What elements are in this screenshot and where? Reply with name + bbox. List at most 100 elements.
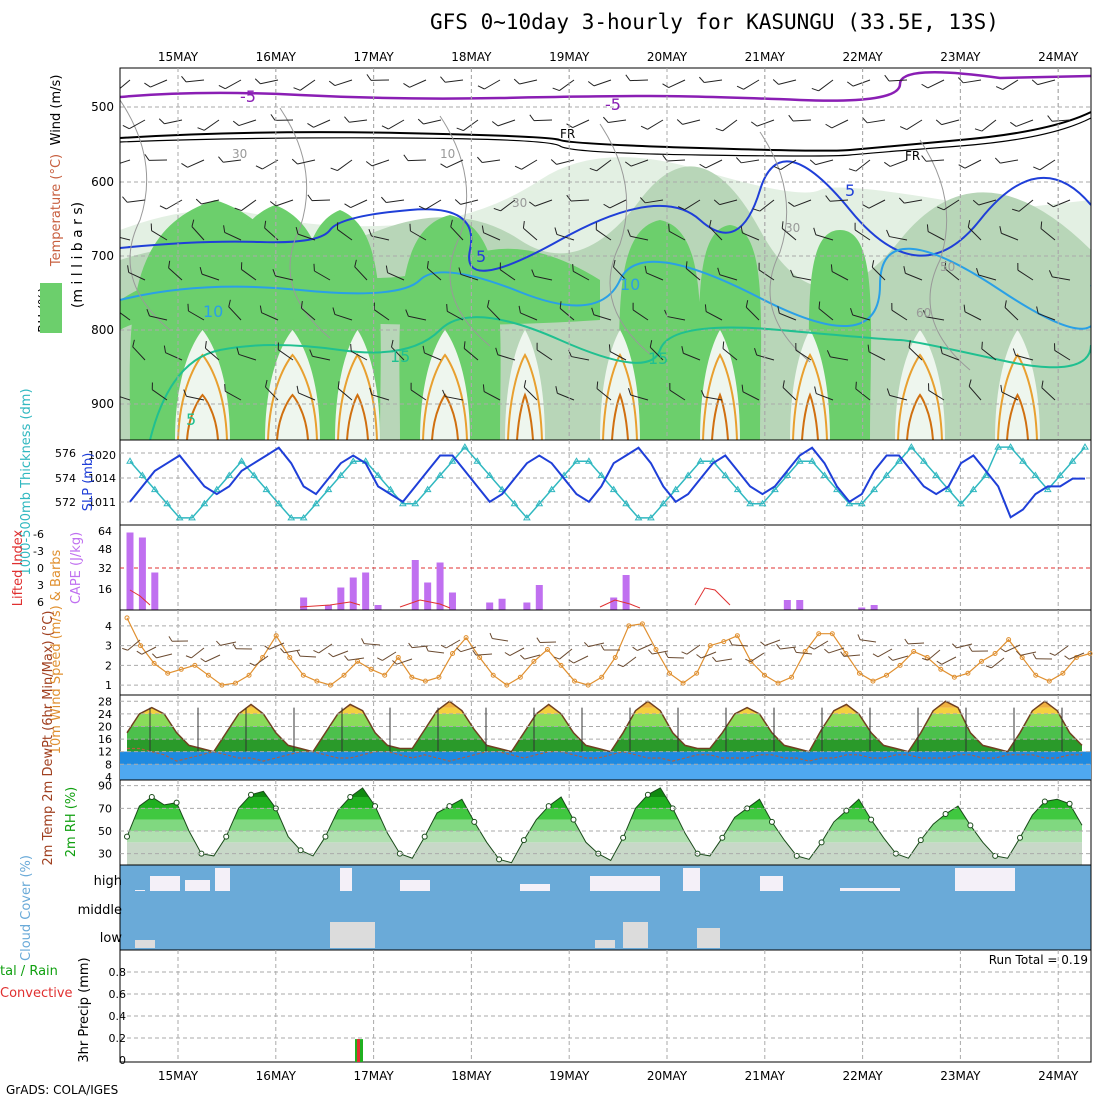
temp-contour-25 (711, 392, 729, 440)
wind-barb (481, 225, 501, 241)
wind-barb (440, 159, 464, 169)
cape-bar (324, 605, 332, 610)
thickness-point (535, 499, 544, 507)
temp-contour-25 (276, 393, 309, 440)
wind-barb (1048, 270, 1071, 281)
rh-tick: 30 (98, 848, 112, 861)
temp-band (120, 692, 1091, 701)
wind-speed-point (680, 680, 686, 686)
wind-speed-point (856, 670, 862, 676)
wind-speed-point (314, 678, 320, 684)
li-line (399, 599, 451, 609)
thickness-point (981, 471, 990, 478)
contour-label: -5 (240, 87, 256, 106)
thickness-point (659, 499, 668, 507)
pressure-axis-label: (m i l l i b a r s) (70, 202, 86, 308)
cloud-high (135, 890, 145, 891)
surface-wind-barb (1032, 653, 1053, 660)
thickness-point (411, 499, 420, 507)
wind-barb (649, 340, 664, 361)
contour-label: FR (905, 149, 920, 163)
thickness-point (448, 457, 457, 464)
wind-barb (595, 222, 612, 241)
wind-barb (1000, 384, 1019, 401)
wind-barb (337, 381, 353, 401)
cape-bar (362, 572, 370, 610)
wind-speed-point (1033, 672, 1039, 678)
wind-barb (628, 388, 649, 401)
cloud-high (150, 876, 180, 891)
wind-speed-point (178, 666, 184, 672)
surface-wind-barb (664, 652, 685, 659)
wind-barb (181, 76, 205, 83)
contour-label: 5 (845, 181, 855, 200)
wind-barb (463, 341, 479, 361)
wind-barb (603, 116, 627, 124)
rh-point (967, 822, 974, 829)
wind-speed-point (219, 682, 225, 688)
li-tick: 0 (37, 562, 44, 575)
wind-barb (151, 382, 168, 401)
wind-barb (752, 199, 775, 212)
wind-barb (487, 299, 501, 321)
wind-barb (296, 385, 316, 401)
cape-bar (424, 582, 432, 610)
credit-label: GrADS: COLA/IGES (6, 1083, 119, 1097)
surface-wind-barb (377, 651, 397, 661)
thickness-point (746, 499, 755, 507)
wind-barb (550, 159, 575, 165)
wind-barb (234, 199, 257, 212)
thickness-point (126, 457, 134, 464)
contour-label: 5 (476, 247, 486, 266)
wind-barb (1047, 115, 1071, 122)
contour-label: 10 (203, 302, 223, 321)
surface-wind-barb (1016, 650, 1037, 656)
rh-dry-bubble (700, 330, 740, 440)
contour-label: 15 (390, 347, 410, 366)
cape-bar (498, 598, 506, 610)
thickness-point (398, 499, 407, 507)
wind-barb (122, 196, 146, 203)
wind-speed-point (734, 633, 740, 639)
wind-barb (811, 79, 834, 92)
li-tick: 6 (37, 596, 44, 609)
cape-bar (486, 602, 494, 610)
cape-tick: 16 (98, 583, 112, 596)
surface-wind-barb (536, 637, 557, 644)
rh-point (322, 833, 329, 840)
rh-point (496, 856, 503, 863)
wind-barb (120, 235, 131, 241)
li-axis-label: Lifted Index (11, 529, 26, 606)
wind-barb (741, 384, 760, 401)
pressure-tick: 900 (91, 397, 114, 411)
wind-barb (644, 265, 664, 281)
wind-speed-point (192, 662, 198, 668)
temp-contour-25 (516, 392, 534, 440)
thickness-point (647, 513, 655, 521)
thickness-point (895, 457, 903, 464)
temp-contour-20 (792, 353, 828, 440)
wind-barb (669, 382, 686, 401)
thickness-point (460, 443, 469, 450)
wind-speed-point (273, 633, 279, 639)
wind-barb (417, 118, 442, 125)
thickness-point (324, 485, 333, 493)
rh-band (127, 797, 1082, 809)
cape-bar (796, 600, 804, 610)
wind-speed-point (789, 674, 795, 680)
wind-barb (709, 219, 723, 241)
wind-barb (373, 302, 390, 321)
wind-barb (454, 199, 479, 205)
rh-point (223, 833, 230, 840)
wind-barb (410, 382, 427, 401)
upper-legend-label: Wind (m/s) (49, 75, 64, 146)
wind-barb (704, 304, 723, 321)
wind-speed-point (165, 670, 171, 676)
rh-point (446, 803, 453, 810)
thickness-point (237, 457, 246, 464)
precip-frame (119, 949, 1092, 1063)
thickness-line (129, 445, 1086, 520)
wind-speed-point (667, 670, 673, 676)
wind-barb (825, 195, 849, 202)
wind-speed-point (151, 660, 157, 666)
